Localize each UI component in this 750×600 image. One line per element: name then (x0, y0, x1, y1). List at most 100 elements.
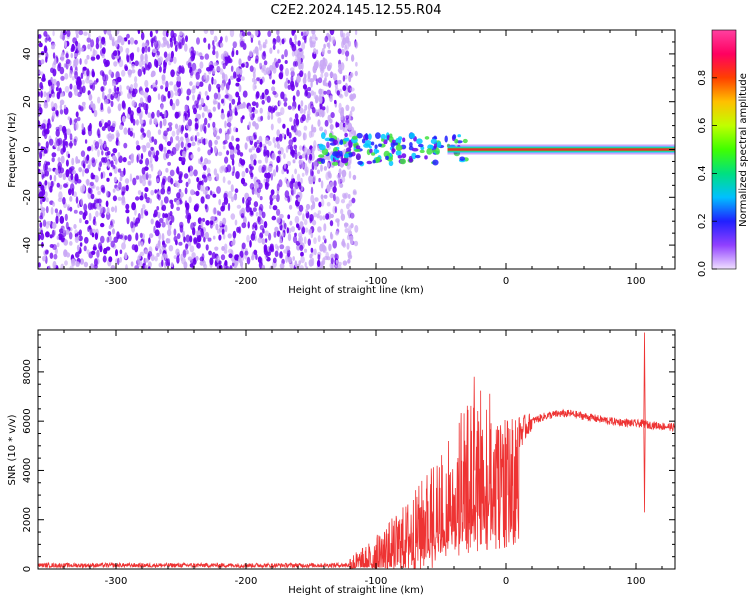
noise-speck (183, 261, 188, 269)
noise-speck (167, 186, 171, 192)
noise-speck (131, 100, 136, 107)
noise-speck (324, 119, 329, 127)
noise-speck (219, 220, 223, 226)
noise-speck (351, 93, 357, 99)
noise-speck (239, 157, 243, 164)
noise-speck (38, 161, 41, 167)
transition-blob (383, 139, 388, 145)
noise-speck (300, 100, 304, 107)
noise-speck (41, 77, 46, 82)
noise-speck (327, 162, 330, 169)
noise-speck (338, 63, 342, 69)
noise-speck (224, 260, 228, 267)
transition-blob (378, 143, 382, 147)
noise-speck (185, 243, 189, 249)
noise-speck (212, 45, 216, 51)
noise-speck (220, 254, 226, 261)
noise-speck (305, 208, 309, 214)
noise-speck (235, 91, 240, 98)
noise-speck (224, 94, 229, 99)
noise-speck (288, 139, 294, 147)
noise-speck (64, 85, 70, 93)
x-tick-label: -300 (105, 576, 128, 587)
x-tick-label: -100 (365, 276, 388, 287)
noise-speck (178, 65, 182, 73)
noise-speck (60, 75, 65, 81)
noise-speck (40, 71, 44, 76)
noise-speck (277, 49, 280, 54)
noise-speck (258, 40, 261, 46)
noise-speck (287, 195, 291, 203)
noise-speck (338, 102, 342, 110)
noise-speck (84, 236, 89, 244)
noise-speck (58, 62, 62, 69)
noise-speck (87, 43, 91, 50)
noise-speck (139, 232, 143, 238)
noise-speck (175, 167, 179, 174)
transition-blob (366, 160, 373, 165)
noise-speck (344, 89, 349, 97)
noise-speck (142, 204, 146, 210)
noise-speck (184, 187, 188, 195)
noise-speck (132, 177, 137, 186)
noise-speck (185, 181, 189, 188)
noise-speck (53, 253, 58, 260)
noise-speck (75, 49, 78, 55)
noise-speck (333, 180, 337, 188)
colorbar-tick-label: 0.0 (697, 261, 708, 277)
noise-speck (88, 251, 94, 259)
noise-speck (302, 35, 307, 40)
noise-speck (329, 95, 333, 103)
noise-speck (94, 232, 99, 240)
noise-speck (52, 244, 57, 250)
noise-speck (319, 101, 323, 110)
noise-speck (38, 233, 41, 241)
noise-speck (213, 62, 218, 67)
noise-speck (352, 130, 356, 137)
noise-speck (231, 158, 235, 166)
noise-speck (192, 85, 197, 91)
noise-speck (184, 43, 188, 52)
noise-speck (159, 120, 163, 129)
transition-blob (357, 160, 364, 165)
noise-speck (167, 238, 171, 244)
noise-speck (136, 106, 141, 114)
noise-speck (205, 244, 209, 251)
noise-speck (85, 155, 89, 164)
noise-speck (333, 193, 336, 202)
noise-speck (353, 240, 359, 247)
snr-series-line (38, 332, 675, 569)
noise-speck (112, 165, 116, 169)
noise-speck (301, 61, 304, 70)
noise-speck (186, 95, 190, 101)
noise-speck (294, 152, 298, 160)
transition-blob (351, 135, 358, 140)
noise-speck (145, 157, 150, 167)
noise-speck (286, 181, 290, 188)
noise-speck (67, 116, 71, 121)
noise-speck (342, 85, 347, 92)
noise-speck (281, 169, 285, 175)
noise-speck (272, 90, 277, 95)
noise-speck (149, 155, 153, 164)
noise-speck (66, 204, 71, 209)
noise-speck (108, 108, 112, 114)
noise-speck (336, 90, 340, 96)
noise-speck (137, 190, 142, 195)
noise-speck (65, 159, 69, 167)
noise-speck (241, 242, 246, 250)
noise-speck (319, 263, 323, 269)
noise-speck (162, 212, 166, 219)
noise-speck (221, 228, 225, 235)
noise-speck (118, 234, 123, 240)
noise-speck (338, 108, 343, 114)
noise-speck (101, 71, 105, 78)
noise-speck (277, 150, 282, 155)
noise-speck (223, 139, 228, 145)
noise-speck (208, 64, 214, 72)
noise-speck (152, 87, 158, 92)
noise-speck (187, 62, 192, 69)
transition-blob (399, 158, 406, 165)
noise-speck (212, 235, 216, 240)
noise-speck (302, 132, 306, 141)
